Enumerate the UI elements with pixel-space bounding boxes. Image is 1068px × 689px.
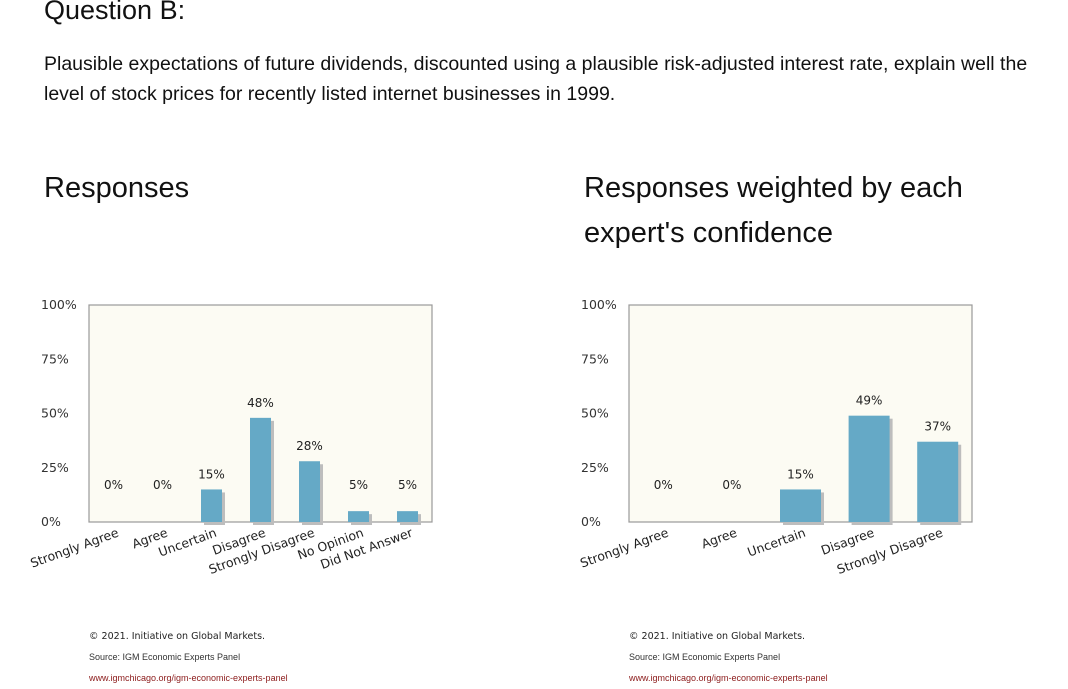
data-label: 0% (722, 478, 741, 492)
category-label: Agree (699, 525, 739, 552)
data-label: 28% (296, 439, 323, 453)
y-tick-label: 50% (41, 406, 69, 421)
data-label: 48% (247, 396, 274, 410)
y-tick-label: 100% (41, 297, 77, 312)
bar-no-opinion (348, 511, 369, 522)
data-label: 37% (924, 420, 951, 434)
weighted-responses-title: Responses weighted by each expert's conf… (584, 172, 963, 249)
responses-chart: 0%25%50%75%100%0%Strongly Agree0%Agree15… (28, 297, 433, 577)
y-tick-label: 50% (581, 406, 609, 421)
y-tick-label: 100% (581, 297, 617, 312)
y-tick-label: 0% (581, 514, 601, 529)
data-label: 0% (104, 478, 123, 492)
responses-title: Responses (44, 172, 190, 204)
category-label: Uncertain (745, 525, 807, 560)
data-label: 0% (654, 478, 673, 492)
source-url-link[interactable]: www.igmchicago.org/igm-economic-experts-… (629, 673, 828, 683)
data-label: 15% (787, 467, 814, 481)
category-label: Strongly Agree (578, 525, 671, 571)
y-tick-label: 75% (41, 351, 69, 366)
copyright-text: © 2021. Initiative on Global Markets. (89, 631, 266, 642)
data-label: 15% (198, 467, 225, 481)
bar-uncertain (780, 489, 821, 522)
data-label: 5% (349, 478, 368, 492)
copyright-text: © 2021. Initiative on Global Markets. (629, 631, 806, 642)
y-tick-label: 0% (41, 514, 61, 529)
data-label: 5% (398, 478, 417, 492)
data-label: 49% (856, 394, 883, 408)
source-text: Source: IGM Economic Experts Panel (89, 652, 241, 662)
category-label: Strongly Agree (28, 525, 121, 571)
bar-disagree (848, 415, 890, 522)
credits-right: © 2021. Initiative on Global Markets. So… (629, 626, 828, 689)
data-label: 0% (153, 478, 172, 492)
weighted-responses-chart: 0%25%50%75%100%0%Strongly Agree0%Agree15… (578, 297, 973, 577)
bar-did-not-answer (397, 511, 418, 522)
bar-strongly-disagree (917, 441, 959, 522)
y-tick-label: 75% (581, 351, 609, 366)
plot-area (628, 304, 973, 523)
bar-disagree (250, 417, 271, 522)
bar-uncertain (201, 489, 222, 522)
question-text: Plausible expectations of future dividen… (44, 53, 1028, 105)
credits-left: © 2021. Initiative on Global Markets. So… (89, 626, 288, 689)
source-text: Source: IGM Economic Experts Panel (629, 652, 781, 662)
y-tick-label: 25% (581, 460, 609, 475)
question-title: Question B: (44, 0, 186, 25)
y-tick-label: 25% (41, 460, 69, 475)
bar-strongly-disagree (299, 461, 320, 522)
source-url-link[interactable]: www.igmchicago.org/igm-economic-experts-… (89, 673, 288, 683)
